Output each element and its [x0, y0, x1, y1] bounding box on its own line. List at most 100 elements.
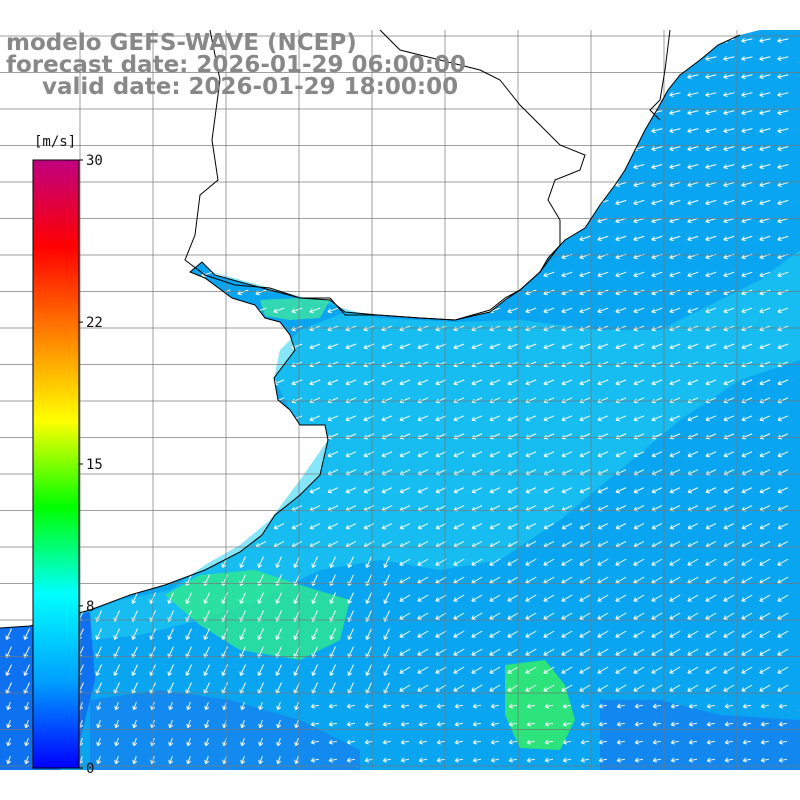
wind-arrow [633, 630, 645, 638]
wind-arrow [741, 92, 753, 98]
wind-arrow [273, 523, 285, 530]
wind-arrow [221, 664, 228, 676]
wind-arrow [723, 199, 735, 206]
wind-arrow [525, 523, 537, 530]
wind-arrow [400, 739, 410, 745]
wind-arrow [399, 648, 411, 656]
wind-arrow [759, 523, 771, 530]
wind-arrow [543, 307, 555, 314]
wind-arrow [508, 721, 518, 727]
wind-arrow [579, 666, 591, 674]
wind-arrow [311, 664, 318, 676]
wind-arrow [328, 739, 338, 745]
wind-arrow [741, 146, 753, 152]
wind-arrow [258, 702, 264, 711]
wind-arrow [741, 181, 753, 188]
wind-arrow [453, 648, 465, 656]
colorbar-tick-label: 15 [86, 457, 103, 473]
wind-arrow [453, 594, 465, 602]
wind-arrow [687, 146, 699, 152]
wind-arrow [615, 648, 627, 656]
wind-arrow [579, 648, 591, 656]
wind-arrow [777, 56, 789, 62]
wind-arrow [167, 592, 174, 604]
wind-arrow [309, 379, 321, 386]
wind-arrow [579, 451, 591, 458]
wind-arrow [670, 739, 680, 745]
wind-arrow [95, 664, 102, 676]
wind-arrow [204, 702, 210, 711]
wind-arrow [507, 612, 519, 620]
wind-arrow [526, 721, 536, 727]
wind-arrow [435, 612, 447, 620]
wind-arrow [778, 739, 788, 745]
wind-arrow [741, 271, 753, 278]
wind-arrow [633, 343, 645, 350]
wind-arrow [347, 628, 354, 640]
wind-arrow [329, 664, 336, 676]
wind-arrow [723, 648, 735, 656]
wind-arrow [435, 451, 447, 458]
wind-arrow [651, 630, 663, 638]
wind-arrow [525, 487, 537, 494]
wind-arrow [705, 487, 717, 494]
wind-arrow [132, 738, 138, 747]
wind-arrow [616, 703, 626, 709]
wind-arrow [615, 235, 627, 242]
wind-arrow [651, 648, 663, 656]
wind-arrow [651, 594, 663, 602]
wind-arrow [651, 523, 663, 530]
wind-arrow [6, 720, 12, 729]
wind-arrow [687, 487, 699, 494]
wind-arrow [633, 307, 645, 314]
wind-arrow [383, 592, 390, 604]
wind-arrow [687, 74, 699, 80]
wind-arrow [759, 558, 771, 566]
wind-arrow [759, 92, 771, 98]
wind-arrow [759, 648, 771, 656]
wind-arrow [687, 630, 699, 638]
wind-arrow [759, 37, 771, 44]
wind-arrow [777, 612, 789, 620]
wind-arrow [6, 756, 12, 765]
wind-arrow [186, 756, 192, 765]
wind-arrow [633, 271, 645, 278]
wind-arrow [471, 523, 483, 530]
wind-arrow [507, 379, 519, 386]
wind-arrow [759, 630, 771, 638]
wind-arrow [311, 592, 318, 604]
wind-arrow [381, 379, 393, 386]
wind-arrow [23, 664, 30, 676]
wind-arrow [507, 594, 519, 602]
wind-arrow [435, 630, 447, 638]
wind-arrow [472, 757, 482, 763]
wind-arrow [633, 181, 645, 188]
wind-arrow [346, 703, 356, 709]
wind-arrow [327, 379, 339, 386]
wind-arrow [525, 343, 537, 350]
wind-arrow [96, 738, 102, 747]
wind-arrow [95, 628, 102, 640]
wind-arrow [275, 556, 282, 568]
wind-arrow [453, 666, 465, 674]
wind-arrow [96, 756, 102, 765]
wind-arrow [615, 487, 627, 494]
wind-arrow [759, 271, 771, 278]
wind-arrow [561, 648, 573, 656]
wind-arrow [327, 415, 339, 422]
wind-arrow [778, 721, 788, 727]
wind-arrow [399, 343, 411, 350]
wind-arrow [777, 523, 789, 530]
wind-arrow [562, 757, 572, 763]
wind-arrow [705, 379, 717, 386]
wind-arrow [454, 721, 464, 727]
wind-arrow [777, 558, 789, 566]
wind-arrow [777, 630, 789, 638]
wind-arrow [777, 181, 789, 188]
wind-arrow [759, 164, 771, 170]
wind-arrow [741, 74, 753, 80]
wind-arrow [723, 666, 735, 674]
wind-arrow [651, 128, 663, 134]
wind-arrow [203, 628, 210, 640]
wind-arrow [258, 738, 264, 747]
